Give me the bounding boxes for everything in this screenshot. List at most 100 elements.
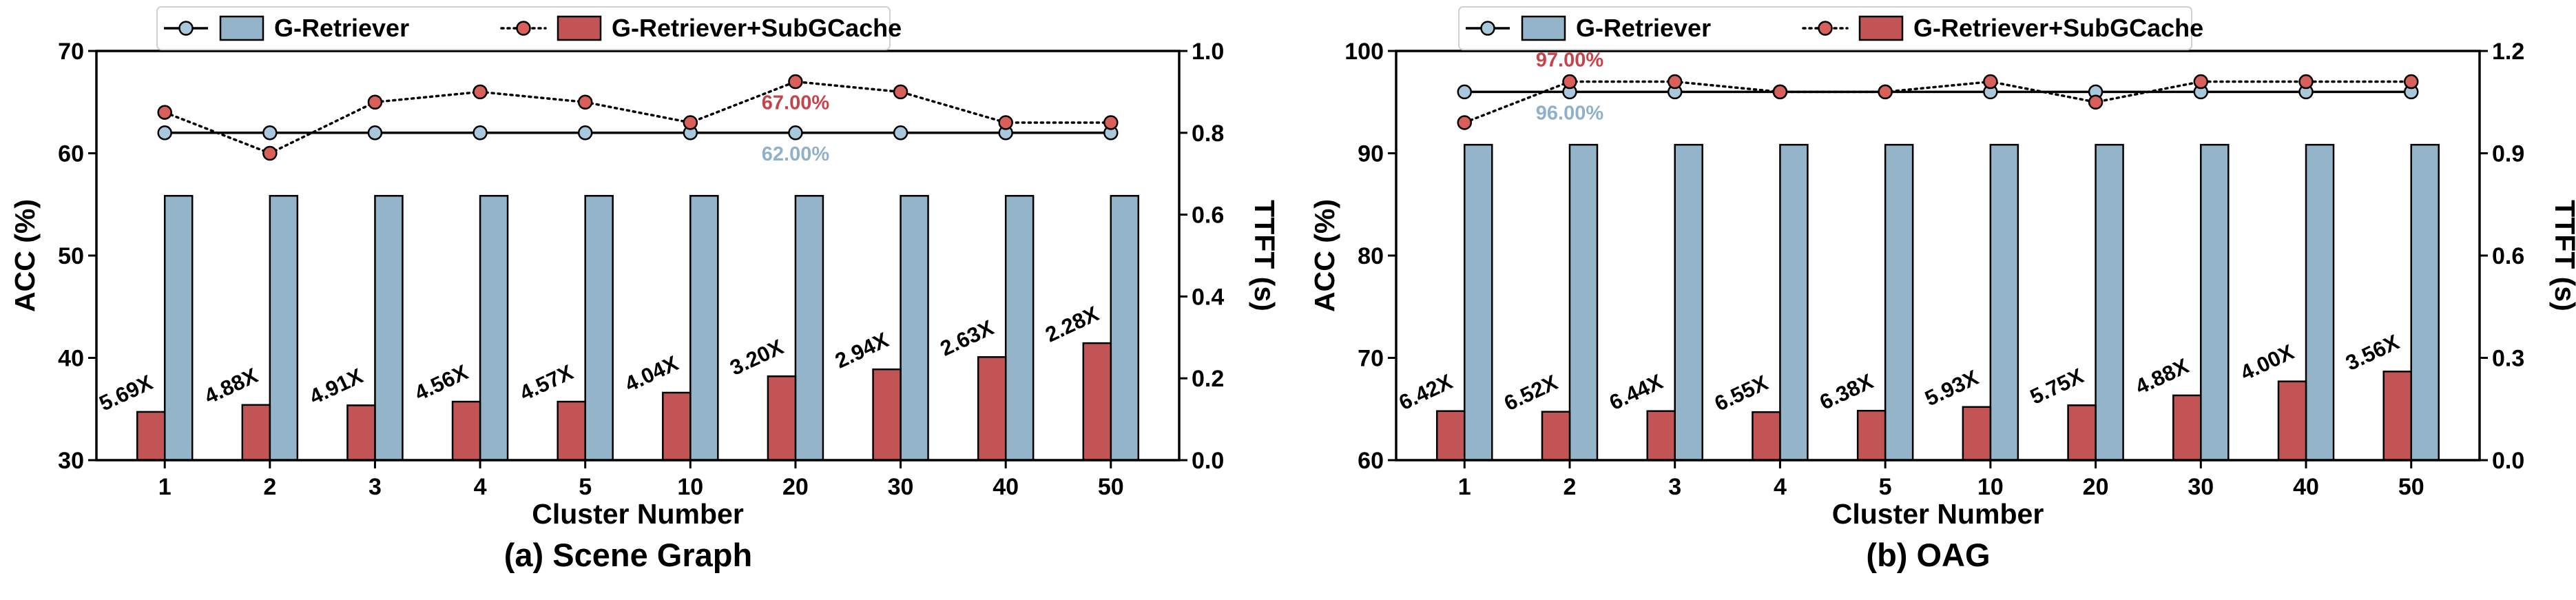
subgcache-line: [163, 80, 1112, 155]
subgcache-marker-20: [788, 74, 803, 90]
g-retriever-marker-20: [788, 125, 803, 141]
subgcache-marker-5: [1878, 84, 1893, 100]
subgcache-marker-20: [2088, 94, 2104, 110]
speedup-label: 5.75X: [2026, 364, 2088, 409]
y-tick-label: 80: [1358, 243, 1384, 269]
subgcache-marker-30: [893, 84, 908, 100]
subgcache-bar-4: [451, 400, 481, 462]
x-axis-label: Cluster Number: [532, 498, 744, 530]
y-tick-label: 60: [58, 141, 84, 167]
speedup-label: 4.57X: [516, 360, 577, 405]
y2-tick-label: 0.6: [1192, 203, 1224, 229]
g-retriever-marker-1: [1457, 84, 1473, 100]
y-axis-label: ACC (%): [1309, 199, 1340, 312]
x-tick-label: 2: [1564, 474, 1577, 500]
legend-swatch: [219, 15, 264, 41]
speedup-label: 4.56X: [411, 360, 472, 405]
subgcache-marker-2: [1562, 74, 1577, 90]
subgcache-marker-5: [577, 94, 593, 110]
x-tick-label: 1: [158, 474, 172, 500]
legend-swatch: [1521, 15, 1566, 41]
speedup-label: 3.20X: [726, 335, 787, 380]
y2-tick-label: 0.4: [1192, 284, 1224, 310]
speedup-label: 6.52X: [1500, 370, 1561, 415]
subgcache-bar-10: [1962, 406, 1992, 462]
legend-marker: [1480, 21, 1495, 36]
left-y-axis: 30 40 50 60 70: [58, 39, 96, 474]
subgcache-bar-40: [2277, 380, 2307, 462]
speedup-label: 6.44X: [1606, 369, 1667, 415]
y2-tick-label: 1.0: [1192, 39, 1224, 65]
x-axis-label: Cluster Number: [1832, 498, 2044, 530]
y-axis-label: ACC (%): [9, 199, 41, 312]
y2-tick-label: 1.2: [2492, 39, 2524, 65]
g-retriever-bar-10: [1989, 143, 2019, 462]
speedup-label: 2.94X: [831, 328, 893, 373]
subgcache-line-series: [1457, 74, 2419, 130]
y2-tick-label: 0.9: [2492, 141, 2524, 167]
x-tick-label: 10: [1977, 474, 2004, 500]
g-retriever-marker-2: [262, 125, 278, 141]
subgcache-line-series: [157, 74, 1119, 161]
chart-title: (a) Scene Graph: [504, 537, 752, 573]
g-retriever-bar-4: [1779, 143, 1809, 462]
x-tick-label: 40: [993, 474, 1019, 500]
x-tick-label: 50: [1098, 474, 1124, 500]
value-annotation: 67.00%: [762, 92, 830, 114]
subgcache-bar-10: [662, 391, 692, 462]
legend-swatch: [1858, 15, 1904, 41]
y-tick-label: 50: [58, 243, 84, 269]
g-retriever-bar-4: [479, 195, 509, 462]
g-retriever-marker-1: [157, 125, 172, 141]
legend-marker: [1818, 21, 1833, 36]
subgcache-bar-5: [1856, 409, 1887, 462]
speedup-label: 3.56X: [2342, 330, 2403, 375]
subgcache-bar-40: [977, 356, 1007, 462]
g-retriever-bar-1: [163, 195, 194, 462]
speedup-label: 4.91X: [306, 364, 367, 409]
legend: G-Retriever G-Retriever+SubGCache: [156, 6, 902, 50]
x-tick-label: 20: [782, 474, 809, 500]
y2-tick-label: 0.0: [2492, 448, 2524, 474]
x-axis: 1 2 3 4 5 10 20 30 40 50: [1458, 460, 2424, 500]
subgcache-marker-10: [683, 115, 698, 130]
legend-marker: [516, 21, 531, 36]
g-retriever-bar-20: [794, 195, 824, 462]
g-retriever-marker-3: [367, 125, 383, 141]
subgcache-marker-4: [472, 84, 488, 100]
g-retriever-marker-4: [472, 125, 488, 141]
speedup-label: 6.38X: [1816, 369, 1878, 415]
speedup-label: 4.00X: [2236, 340, 2298, 385]
subgcache-marker-30: [2193, 74, 2209, 90]
subgcache-marker-10: [1983, 74, 1998, 90]
subgcache-line: [1463, 80, 2413, 124]
g-retriever-bar-3: [1674, 143, 1703, 462]
x-tick-label: 4: [1774, 474, 1787, 500]
bars-group: [1436, 143, 2440, 462]
speedup-label: 4.88X: [200, 363, 262, 408]
chart-panel-2: 6.42X 6.52X 6.44X 6.55X 6.38X 5.93X 5.75X 4.88X…: [1309, 6, 2576, 573]
subgcache-marker-3: [367, 94, 383, 110]
subgcache-bar-5: [557, 400, 586, 462]
bars-group: [136, 195, 1140, 462]
subgcache-bar-2: [241, 404, 271, 462]
g-retriever-line-series: [157, 125, 1119, 141]
x-tick-label: 4: [474, 474, 487, 500]
value-annotation: 62.00%: [762, 143, 830, 165]
subgcache-bar-3: [346, 404, 376, 462]
g-retriever-marker-30: [893, 125, 908, 141]
subgcache-marker-1: [157, 105, 172, 120]
y-tick-label: 100: [1344, 39, 1384, 65]
x-tick-label: 30: [2188, 474, 2214, 500]
g-retriever-bar-5: [584, 195, 614, 462]
g-retriever-bar-2: [269, 195, 299, 462]
x-tick-label: 3: [1668, 474, 1681, 500]
speedup-label: 5.69X: [96, 370, 157, 415]
value-annotation: 97.00%: [1536, 50, 1604, 72]
y-tick-label: 70: [1358, 346, 1384, 372]
g-retriever-bar-20: [2095, 143, 2124, 462]
g-retriever-bar-30: [2200, 143, 2230, 462]
g-retriever-line-series: [1457, 84, 2419, 100]
